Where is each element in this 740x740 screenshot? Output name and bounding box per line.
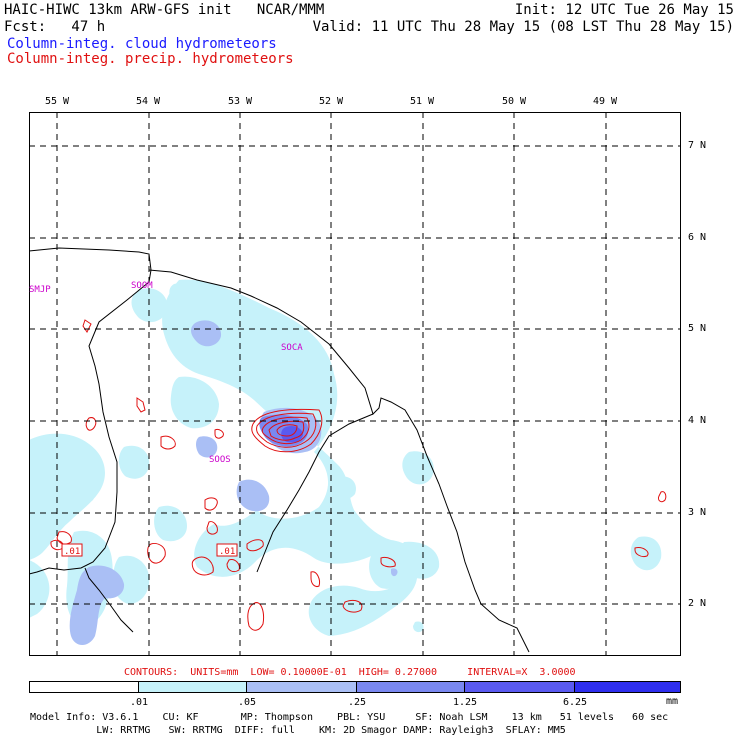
lat-label: 5 N — [688, 323, 707, 334]
contour-label: .01 — [219, 547, 235, 557]
station-label: SOCA — [281, 343, 303, 353]
lat-label: 6 N — [688, 232, 707, 243]
lon-label: 54 W — [136, 96, 161, 107]
station-label: SMJP — [29, 285, 51, 295]
color-legend — [29, 681, 681, 693]
legend-tick: .25 — [347, 697, 367, 708]
lon-label: 50 W — [502, 96, 527, 107]
lat-label: 7 N — [688, 140, 707, 151]
lat-label: 3 N — [688, 507, 707, 518]
contour-label-box — [216, 543, 238, 557]
init-time: Init: 12 UTC Tue 26 May 15 — [514, 2, 734, 18]
model-info: Model Info: V3.6.1 CU: KF MP: Thompson P… — [30, 712, 669, 723]
legend-swatch — [139, 681, 247, 693]
precip-field-label: Column-integ. precip. hydrometeors — [7, 51, 294, 67]
model-title: HAIC-HIWC 13km ARW-GFS init NCAR/MMM — [4, 2, 325, 18]
legend-units: mm — [666, 696, 679, 707]
valid-time: Valid: 11 UTC Thu 28 May 15 (08 LST Thu … — [312, 19, 734, 35]
legend-frame — [29, 681, 681, 693]
coastline — [29, 247, 530, 653]
station-label: SOOM — [131, 281, 153, 291]
precip-contours — [50, 319, 667, 631]
lon-label: 51 W — [410, 96, 435, 107]
lon-label: 49 W — [593, 96, 618, 107]
graticule — [29, 112, 681, 656]
station-label: SOOS — [209, 455, 231, 465]
cloud-field-label: Column-integ. cloud hydrometeors — [7, 36, 277, 52]
map-panel: SMJP SOOM SOCA SOOS .01 .01 — [29, 112, 681, 656]
contour-label-box — [61, 543, 83, 557]
legend-tick: .01 — [129, 697, 149, 708]
legend-swatch — [247, 681, 357, 693]
map-frame — [29, 112, 681, 656]
lon-label: 55 W — [45, 96, 70, 107]
legend-tick: .05 — [237, 697, 257, 708]
model-info-physics: LW: RRTMG SW: RRTMG DIFF: full KM: 2D Sm… — [30, 725, 566, 736]
lat-label: 4 N — [688, 415, 707, 426]
lat-label: 2 N — [688, 598, 707, 609]
legend-tick: 1.25 — [452, 697, 478, 708]
forecast-hour: Fcst: 47 h — [4, 19, 106, 35]
legend-swatch — [357, 681, 465, 693]
contour-label: .01 — [64, 547, 80, 557]
legend-tick: 6.25 — [562, 697, 588, 708]
cloud-field-strong — [259, 414, 309, 447]
contour-info: CONTOURS: UNITS=mm LOW= 0.10000E-01 HIGH… — [124, 667, 576, 678]
lon-label: 53 W — [228, 96, 253, 107]
legend-swatch — [465, 681, 575, 693]
lon-label: 52 W — [319, 96, 344, 107]
legend-swatch — [29, 681, 139, 693]
